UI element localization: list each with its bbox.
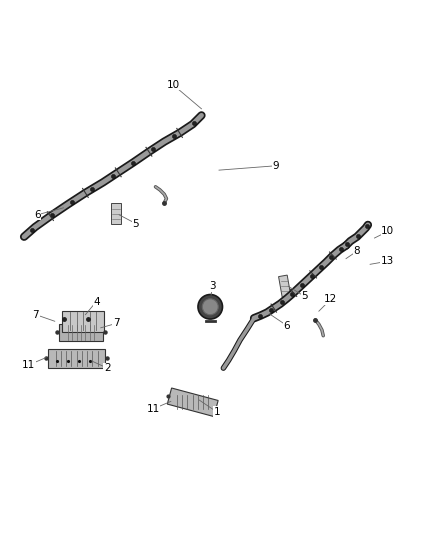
Bar: [62, 311, 104, 332]
Text: 1: 1: [213, 407, 220, 417]
Text: 11: 11: [147, 404, 160, 414]
Text: 6: 6: [34, 210, 41, 220]
Text: 5: 5: [132, 219, 139, 229]
Bar: [167, 388, 218, 417]
Ellipse shape: [202, 299, 218, 315]
Text: 10: 10: [166, 80, 180, 90]
Text: 5: 5: [301, 291, 308, 301]
Text: 12: 12: [324, 294, 337, 304]
Text: 8: 8: [353, 246, 360, 256]
Bar: [279, 275, 291, 297]
Text: 7: 7: [32, 310, 39, 320]
Bar: [111, 204, 121, 224]
Bar: [48, 349, 105, 368]
Text: 7: 7: [113, 318, 120, 328]
Text: 4: 4: [93, 296, 100, 306]
Ellipse shape: [198, 295, 223, 319]
Bar: [59, 324, 103, 341]
Text: 10: 10: [381, 227, 394, 237]
Text: 13: 13: [381, 256, 394, 266]
Text: 2: 2: [104, 363, 111, 373]
Text: 9: 9: [272, 161, 279, 171]
Text: 6: 6: [283, 321, 290, 330]
Text: 3: 3: [209, 281, 216, 291]
Text: 11: 11: [22, 360, 35, 370]
